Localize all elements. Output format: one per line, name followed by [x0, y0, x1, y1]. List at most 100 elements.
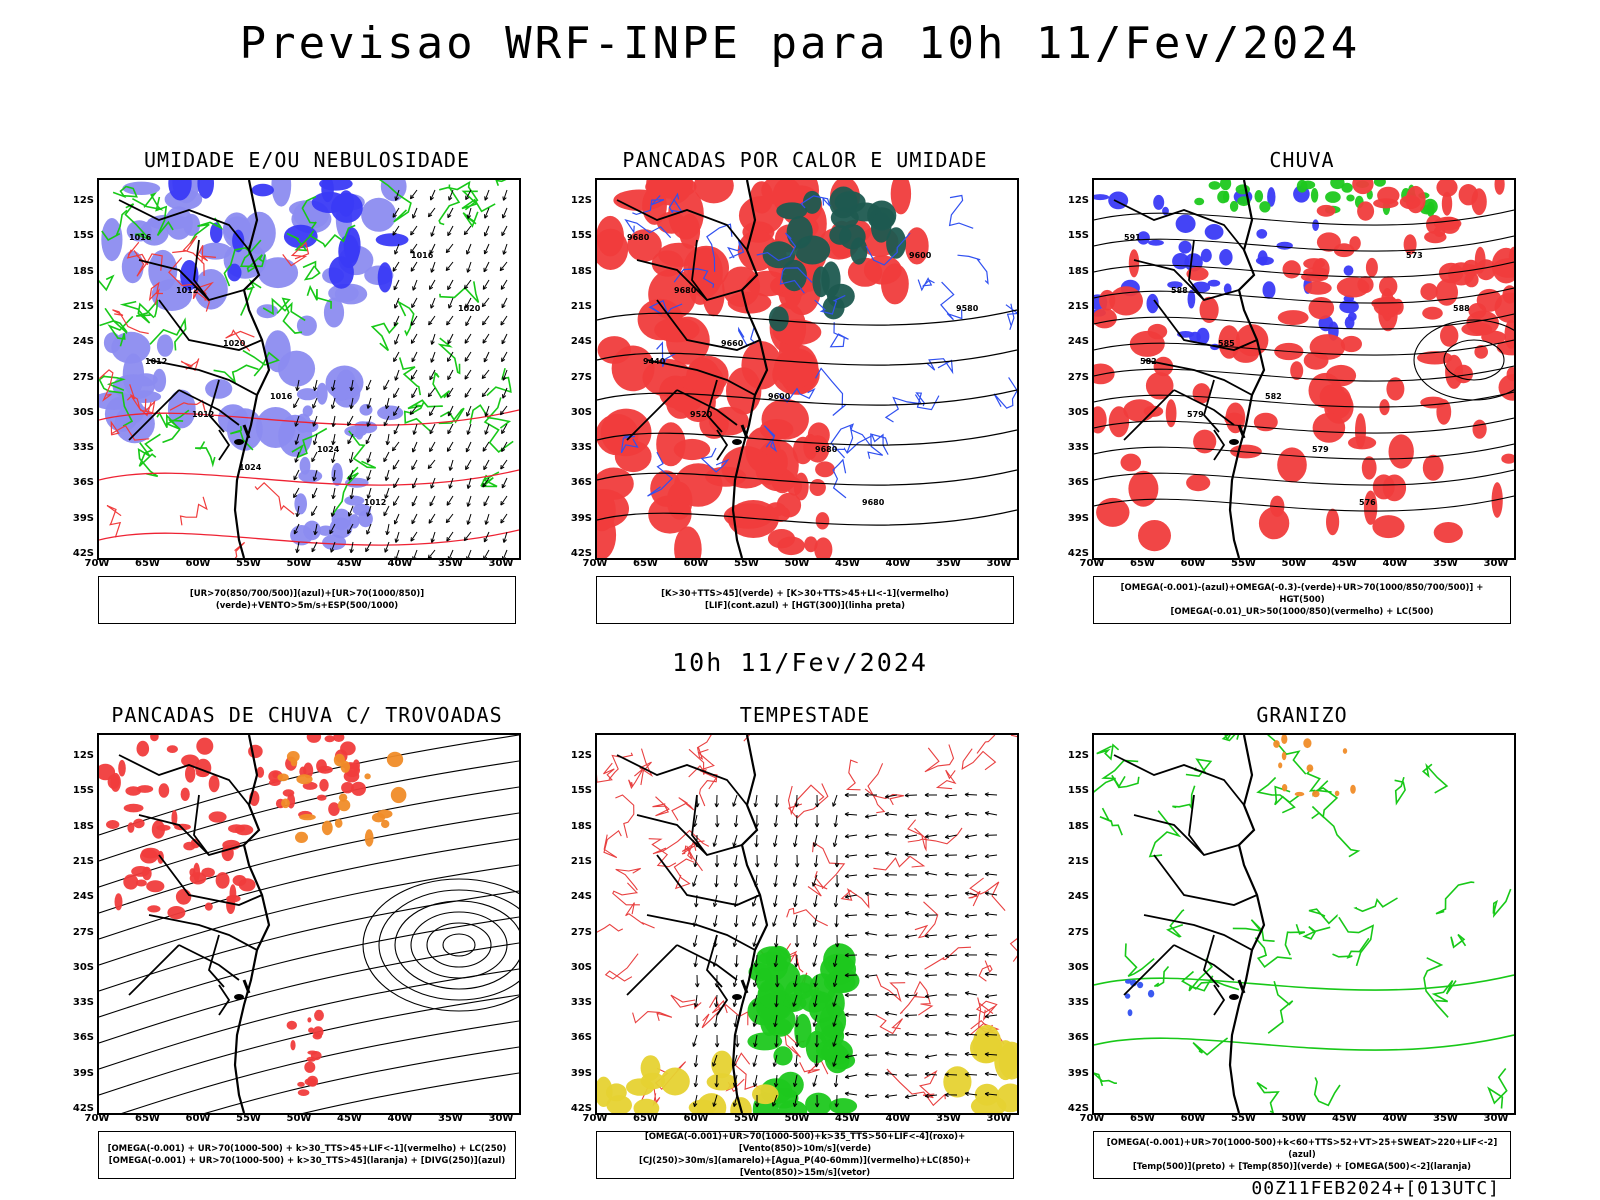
field-patch: [648, 269, 697, 320]
field-patch: [317, 765, 333, 774]
wind-vector-head: [693, 862, 698, 868]
field-patch: [805, 1092, 832, 1113]
wind-vector-head: [331, 476, 337, 482]
wind-vector: [693, 814, 698, 827]
field-patch: [747, 1032, 783, 1051]
wind-vector: [331, 505, 336, 517]
wind-vector-head: [693, 1003, 699, 1008]
wind-vector: [834, 814, 838, 827]
wind-vector-head: [445, 518, 451, 524]
latitude-label: 33S: [570, 442, 592, 454]
longitude-label: 45W: [1332, 558, 1357, 569]
wind-vector-head: [944, 1092, 949, 1098]
wind-vector-head: [483, 465, 488, 471]
wind-vector-head: [331, 440, 336, 446]
wind-vector-head: [411, 448, 417, 453]
field-patch: [803, 433, 818, 460]
longitude-label: 60W: [683, 1113, 709, 1124]
wind-vector-head: [693, 1082, 699, 1088]
wind-vector: [885, 1012, 898, 1016]
field-patch: [674, 526, 702, 558]
wind-vector: [735, 954, 738, 968]
border-line: [193, 239, 210, 301]
field-patch: [185, 765, 196, 783]
field-patch: [171, 809, 178, 827]
field-patch: [286, 751, 300, 763]
field-patch: [1120, 453, 1142, 472]
field-patch: [762, 241, 796, 269]
wind-vector: [431, 531, 436, 543]
wind-vector-head: [944, 1072, 949, 1077]
field-patch: [296, 388, 319, 401]
wind-vector: [383, 451, 390, 462]
longitude-label: 40W: [1382, 1113, 1408, 1124]
isoline: [597, 429, 1017, 446]
wind-vector-head: [483, 249, 488, 255]
isoline: [1094, 495, 1514, 512]
field-patch: [1276, 241, 1293, 250]
wind-vector-head: [714, 883, 719, 888]
latitude-label: 39S: [1067, 1067, 1089, 1079]
wind-vector: [431, 333, 436, 345]
contour-line: [1192, 1037, 1229, 1056]
wind-vector-head: [466, 214, 472, 219]
wind-vector-head: [734, 963, 739, 968]
wind-vector: [833, 834, 838, 847]
wind-vector: [813, 934, 818, 947]
wind-vector-head: [864, 1072, 869, 1077]
field-patch: [1277, 310, 1309, 326]
wind-vector-head: [394, 250, 399, 255]
border-line: [636, 259, 743, 302]
legend-line: [OMEGA(-0.01)_UR>50(1000/850)(vermelho) …: [1170, 607, 1434, 617]
field-patch: [1420, 283, 1438, 301]
field-patch: [1192, 383, 1211, 404]
wind-vector-head: [464, 339, 469, 344]
field-patch: [123, 874, 139, 890]
contour-line: [957, 254, 989, 285]
wind-vector-head: [984, 1052, 989, 1057]
wind-vector: [485, 513, 490, 525]
wind-vector: [732, 794, 738, 807]
wind-vector-head: [349, 386, 354, 392]
wind-vector-head: [410, 339, 416, 344]
isoline: [1094, 287, 1514, 304]
wind-vector: [984, 1033, 998, 1036]
contour-line: [603, 829, 622, 859]
field-patch: [1208, 181, 1221, 190]
wind-vector: [813, 1074, 818, 1087]
wind-vector: [885, 1052, 898, 1056]
wind-vector-head: [964, 991, 970, 996]
field-patch: [140, 849, 158, 864]
latitude-label: 30S: [1067, 406, 1089, 418]
field-patch: [271, 180, 292, 207]
wind-vector: [945, 1032, 958, 1036]
wind-vector: [925, 934, 938, 937]
wind-vector-head: [944, 834, 950, 839]
wind-vector-head: [984, 1091, 989, 1097]
wind-vector-head: [904, 813, 909, 818]
latitude-label: 30S: [570, 406, 592, 418]
latitude-label: 36S: [72, 477, 94, 489]
field-patch: [1382, 474, 1407, 502]
wind-vector: [429, 441, 436, 452]
wind-vector: [482, 441, 490, 452]
field-patch: [1281, 751, 1287, 761]
wind-vector-head: [465, 321, 470, 327]
wind-vector-head: [445, 248, 451, 254]
wind-vector-head: [347, 421, 352, 427]
latitude-label: 15S: [1067, 230, 1089, 242]
wind-vector-head: [864, 853, 869, 859]
field-patch: [741, 341, 782, 390]
wind-vector: [503, 189, 508, 201]
isoline: [1094, 417, 1514, 434]
wind-vector: [500, 459, 508, 470]
wind-vector-head: [393, 520, 399, 525]
wind-vector: [904, 893, 918, 896]
contour-line: [807, 871, 828, 897]
field-patch: [103, 332, 121, 354]
field-patch: [180, 787, 190, 801]
contour-line: [670, 994, 702, 1010]
wind-vector-head: [501, 447, 506, 453]
longitude-label: 30W: [986, 1113, 1012, 1124]
wind-vector-head: [904, 892, 909, 897]
